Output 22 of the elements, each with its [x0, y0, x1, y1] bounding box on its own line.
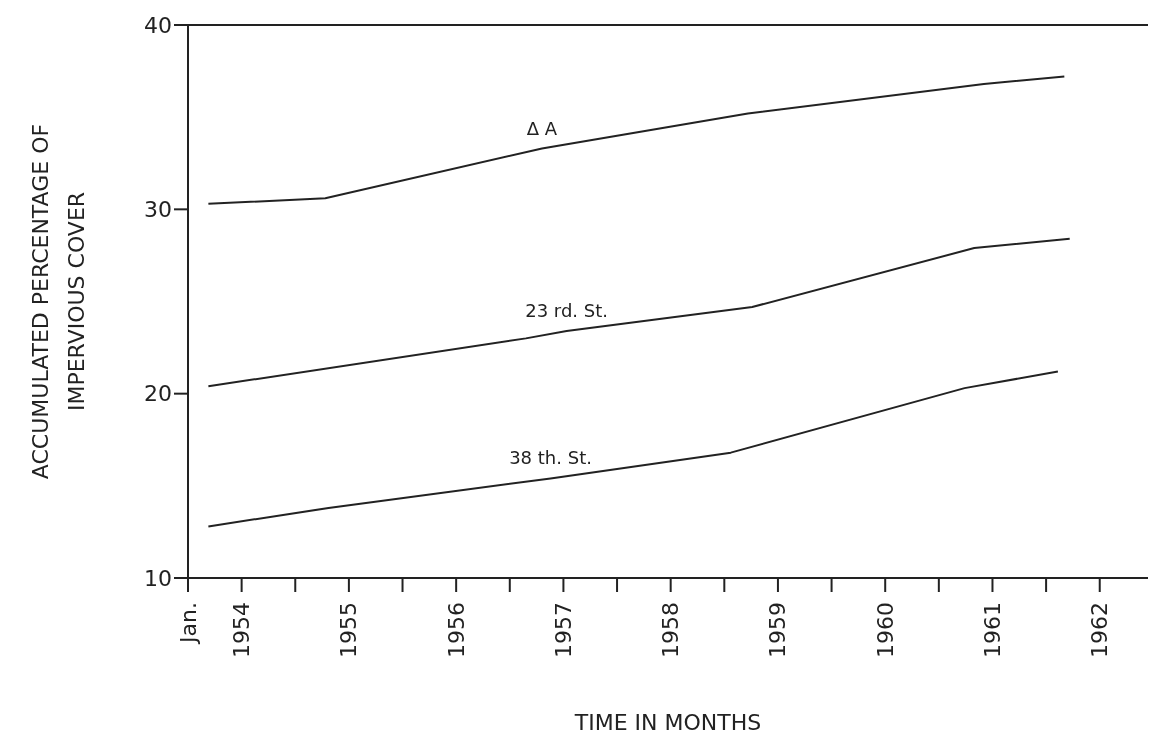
x-tick-label: 1962 — [1087, 602, 1113, 658]
y-tick-label: 10 — [144, 565, 172, 591]
x-tick-label: 1957 — [550, 602, 576, 658]
x-tick-label: 1958 — [658, 602, 684, 658]
y-tick-label: 20 — [144, 381, 172, 407]
line-series — [207, 370, 1059, 528]
x-tick-label: 1959 — [765, 602, 791, 658]
series-label: 38 th. St. — [509, 447, 592, 469]
x-tick-label: 1960 — [872, 602, 898, 658]
line-series — [207, 237, 1071, 388]
x-tick-label: Jan. — [175, 602, 201, 645]
y-tick-label: 30 — [144, 197, 172, 223]
series-label: 23 rd. St. — [525, 299, 609, 321]
x-axis-title: TIME IN MONTHS — [573, 710, 762, 735]
x-tick-label: 1955 — [336, 602, 362, 658]
x-tick-label: 1954 — [229, 602, 255, 658]
x-tick-label: 1956 — [443, 602, 469, 658]
line-series — [207, 75, 1066, 205]
y-tick-label: 40 — [144, 12, 172, 38]
x-tick-label: 1961 — [979, 602, 1005, 658]
series-label: Δ A — [526, 117, 558, 139]
y-axis-title: ACCUMULATED PERCENTAGE OF IMPERVIOUS COVER — [28, 123, 89, 480]
